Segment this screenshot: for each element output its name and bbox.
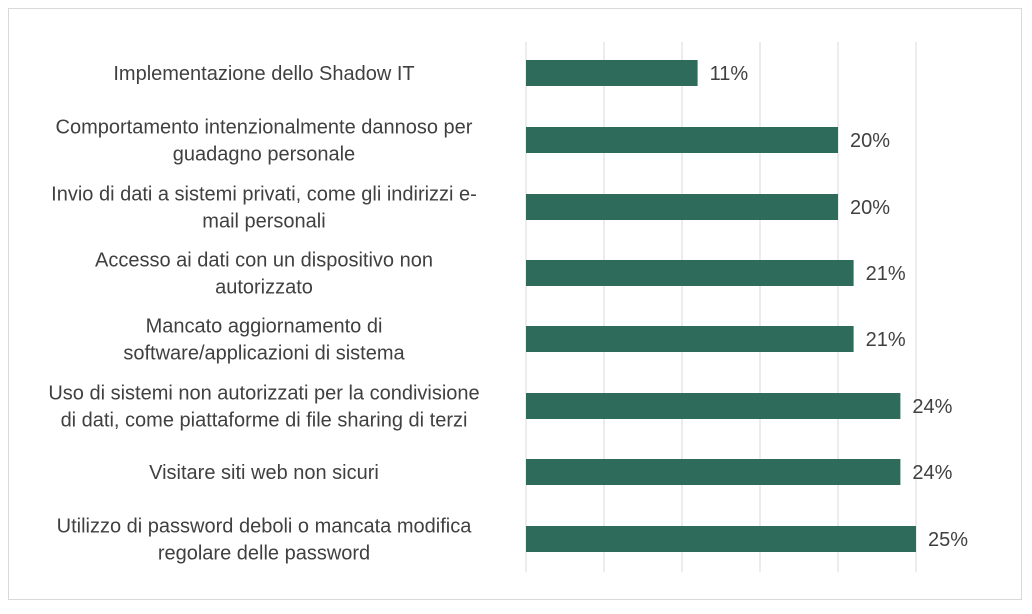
category-label-line: mail personali xyxy=(202,211,325,233)
category-label: Accesso ai dati con un dispositivo non au… xyxy=(95,250,433,299)
bar xyxy=(526,127,838,153)
bars xyxy=(526,60,916,552)
category-label-line: regolare delle password xyxy=(158,543,370,565)
bar xyxy=(526,393,901,419)
value-label: 25% xyxy=(928,529,968,551)
category-labels: Implementazione dello Shadow IT Comportam… xyxy=(48,63,479,565)
category-label-line: guadagno personale xyxy=(173,144,355,166)
category-label: Mancato aggiornamento di software/applica… xyxy=(123,316,405,365)
category-label-line: Comportamento intenzionalmente dannoso p… xyxy=(56,117,473,139)
category-label: Visitare siti web non sicuri xyxy=(149,462,379,484)
category-label-line: Uso di sistemi non autorizzati per la co… xyxy=(48,383,479,405)
category-label: Implementazione dello Shadow IT xyxy=(113,63,414,85)
value-label: 11% xyxy=(710,63,749,85)
bar xyxy=(526,60,698,86)
category-label-line: Utilizzo di password deboli o mancata mo… xyxy=(57,516,473,538)
category-label: Invio di dati a sistemi privati, come gl… xyxy=(51,184,477,233)
gridlines xyxy=(525,42,917,572)
value-label: 24% xyxy=(912,396,952,418)
bar xyxy=(526,526,916,552)
category-label: Comportamento intenzionalmente dannoso p… xyxy=(56,117,473,166)
chart-frame xyxy=(8,8,1022,600)
value-labels: 11% 20% 20% 21% 21% 24% 24% 25% xyxy=(710,63,969,551)
value-label: 20% xyxy=(850,197,890,219)
value-label: 21% xyxy=(866,329,906,351)
category-label-line: Accesso ai dati con un dispositivo non xyxy=(95,250,433,272)
value-label: 20% xyxy=(850,130,890,152)
category-label-line: Implementazione dello Shadow IT xyxy=(113,63,414,85)
category-label-line: di dati, come piattaforme di file sharin… xyxy=(61,410,468,432)
category-label-line: Visitare siti web non sicuri xyxy=(149,462,379,484)
category-label-line: Invio di dati a sistemi privati, come gl… xyxy=(51,184,477,206)
category-label-line: autorizzato xyxy=(215,277,313,299)
bar xyxy=(526,194,838,220)
bar xyxy=(526,260,854,286)
category-label-line: Mancato aggiornamento di xyxy=(146,316,383,338)
value-label: 24% xyxy=(912,462,952,484)
bar xyxy=(526,326,854,352)
category-label: Uso di sistemi non autorizzati per la co… xyxy=(48,383,479,432)
category-label: Utilizzo di password deboli o mancata mo… xyxy=(57,516,473,565)
category-label-line: software/applicazioni di sistema xyxy=(123,343,405,365)
bar xyxy=(526,459,901,485)
value-label: 21% xyxy=(866,263,906,285)
